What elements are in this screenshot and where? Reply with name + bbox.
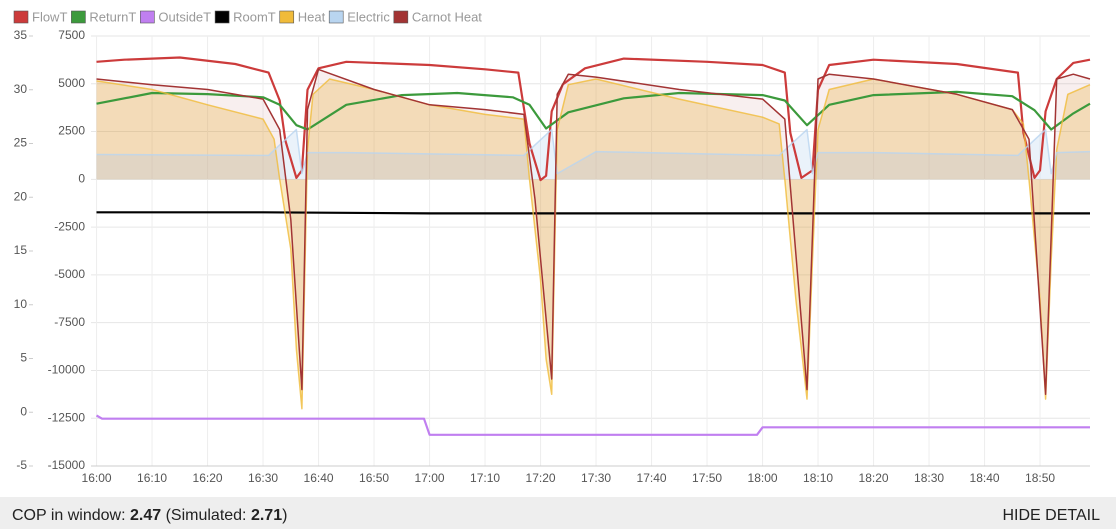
legend-swatch	[13, 10, 29, 24]
x-tick-label: 16:10	[137, 471, 167, 485]
y-tick-label: 35	[14, 28, 28, 42]
footer-text: COP in window: 2.47 (Simulated: 2.71)	[12, 507, 287, 524]
legend-label: ReturnT	[89, 9, 136, 24]
y2-tick-label: -15000	[48, 458, 86, 472]
x-tick-label: 18:00	[748, 471, 778, 485]
y2-tick-label: -2500	[54, 219, 85, 233]
footer-bar	[0, 497, 1116, 529]
y-tick-label: 25	[14, 136, 28, 150]
x-tick-label: 17:00	[415, 471, 445, 485]
series-line	[96, 68, 1091, 396]
y2-tick-label: -5000	[54, 267, 85, 281]
x-tick-label: 18:40	[970, 471, 1000, 485]
y2-tick-label: -12500	[48, 410, 86, 424]
y-tick-label: -5	[16, 458, 27, 472]
x-tick-label: 16:50	[359, 471, 389, 485]
y2-tick-label: 2500	[58, 124, 85, 138]
x-tick-label: 16:20	[193, 471, 223, 485]
x-tick-label: 18:30	[914, 471, 944, 485]
legend-swatch	[328, 10, 344, 24]
series-line	[95, 414, 1090, 436]
x-tick-label: 17:40	[637, 471, 667, 485]
y2-tick-label: -7500	[54, 315, 85, 329]
legend-item[interactable]: FlowT	[13, 9, 67, 24]
x-tick-label: 16:40	[304, 471, 334, 485]
legend-swatch	[214, 10, 230, 24]
legend-item[interactable]: Heat	[279, 9, 326, 24]
x-tick-label: 18:50	[1025, 471, 1055, 485]
legend-item[interactable]: RoomT	[214, 9, 276, 24]
simulated-value: 2.71	[251, 507, 282, 524]
x-tick-label: 16:00	[82, 471, 112, 485]
legend-label: FlowT	[32, 9, 67, 24]
legend-item[interactable]: Carnot Heat	[393, 9, 482, 24]
y2-tick-label: 0	[78, 172, 85, 186]
x-tick-label: 17:10	[470, 471, 500, 485]
legend-item[interactable]: Electric	[328, 9, 390, 24]
legend-label: Electric	[347, 9, 390, 24]
y2-tick-label: -10000	[48, 363, 86, 377]
series-line	[96, 211, 1090, 215]
series-line	[96, 90, 1091, 131]
x-tick-label: 17:50	[692, 471, 722, 485]
series-line	[96, 128, 1091, 175]
legend-item[interactable]: ReturnT	[71, 9, 136, 24]
simulated-suffix: )	[282, 507, 287, 524]
hide-detail-button[interactable]: HIDE DETAIL	[1003, 507, 1101, 524]
y-tick-label: 30	[14, 82, 28, 96]
y-tick-label: 10	[14, 297, 28, 311]
simulated-prefix: (Simulated:	[166, 507, 247, 524]
series-area	[96, 129, 1090, 180]
y-tick-label: 5	[20, 351, 27, 365]
legend-label: Carnot Heat	[412, 9, 482, 24]
x-tick-label: 16:30	[248, 471, 278, 485]
legend-label: OutsideT	[158, 9, 211, 24]
cop-label: COP in window:	[12, 507, 126, 524]
y-tick-label: 20	[14, 189, 28, 203]
x-tick-label: 17:30	[581, 471, 611, 485]
x-tick-label: 18:20	[859, 471, 889, 485]
legend-item[interactable]: OutsideT	[140, 9, 211, 24]
legend-swatch	[279, 10, 295, 24]
plot-area	[91, 35, 1091, 467]
series-area	[96, 79, 1090, 409]
legend-swatch	[71, 10, 86, 24]
series-area	[96, 69, 1090, 395]
y2-tick-label: 7500	[58, 28, 85, 42]
y-tick-label: 15	[14, 243, 28, 257]
legend-swatch	[393, 10, 409, 24]
y-tick-label: 0	[20, 404, 27, 418]
series-line	[96, 78, 1091, 410]
cop-value: 2.47	[130, 507, 161, 524]
x-tick-label: 17:20	[526, 471, 556, 485]
legend-swatch	[140, 10, 155, 24]
legend-label: RoomT	[233, 9, 276, 24]
y2-tick-label: 5000	[58, 76, 85, 90]
x-tick-label: 18:10	[803, 471, 833, 485]
legend-label: Heat	[298, 9, 326, 24]
